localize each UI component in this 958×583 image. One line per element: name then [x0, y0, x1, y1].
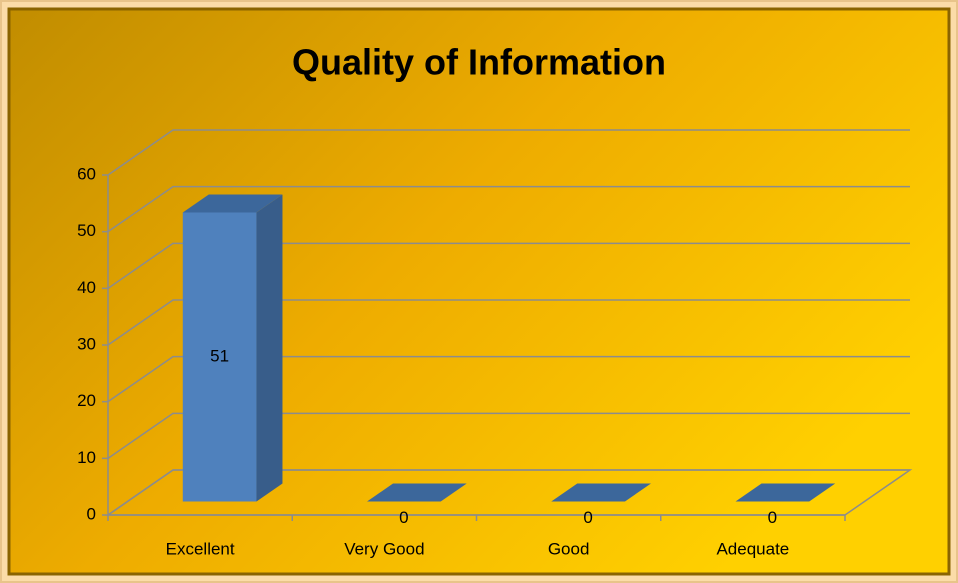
bar-top [735, 483, 836, 502]
bar-top [182, 194, 283, 213]
plot: 0 10 20 30 40 50 60 Excellent 51 Very Good 0 Good 0 A… [77, 129, 913, 558]
x-tick-label: Adequate [716, 539, 789, 558]
grid-line [107, 355, 910, 403]
data-label: 0 [768, 508, 777, 527]
y-tick-label: 40 [77, 278, 96, 297]
x-tick-label: Excellent [166, 539, 235, 558]
chart-title: Quality of Information [292, 42, 666, 83]
data-label: 0 [399, 508, 408, 527]
y-tick-label: 50 [77, 221, 96, 240]
grid-line [107, 242, 910, 289]
grid-line [107, 129, 910, 176]
y-tick-label: 10 [77, 448, 96, 467]
y-tick-label: 0 [87, 504, 96, 523]
bar-side [256, 194, 283, 502]
x-tick-label: Very Good [344, 539, 424, 558]
y-tick-label: 20 [77, 391, 96, 410]
x-tick-label: Good [548, 539, 590, 558]
y-tick-label: 60 [77, 164, 96, 183]
bar-top [551, 483, 651, 502]
chart-area [7, 7, 951, 576]
data-label: 51 [210, 346, 229, 365]
grid-line [107, 185, 910, 233]
grid-line [107, 412, 910, 459]
bar-top [367, 483, 467, 502]
y-tick-label: 30 [77, 334, 96, 353]
data-label: 0 [583, 508, 592, 527]
grid-line [107, 299, 910, 346]
bar-front [182, 212, 257, 502]
grid-line [107, 469, 910, 516]
